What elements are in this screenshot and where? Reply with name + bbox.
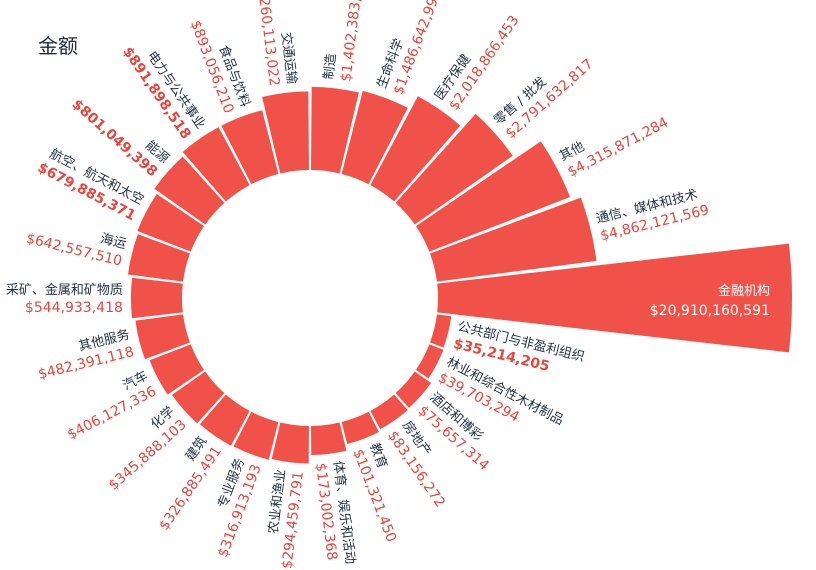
bar-label-name-19: 交通运输 [278,31,300,85]
bar-label-17: 电力与公共事业$891,898,518 [119,44,208,142]
bar-7 [271,422,309,464]
bar-19 [262,91,309,174]
bar-22 [370,96,461,202]
bar-23 [395,113,513,225]
bar-label-13: 采矿、金属和矿物质 $544,933,418 [6,282,123,316]
bar-20 [311,86,359,174]
bar-3 [395,371,432,408]
bar-label-7: 农业和渔业$294,459,791 [266,468,307,569]
bar-label-23: 零售 / 批发$2,791,632,817 [491,56,597,142]
bar-label-18: 食品与饮料$893,056,210 [187,18,254,115]
bar-label-22: 医疗保健$2,018,866,453 [432,13,522,114]
bar-label-name-20: 制造 [322,53,340,81]
bar-label-value-11: $406,127,336 [65,383,159,443]
bar-13 [130,277,183,319]
bar-6 [311,422,347,456]
bar-label-24: 其他$4,315,871,284 [557,115,671,181]
bar-10 [171,371,225,424]
bar-label-21: 生命科学$1,486,642,993 [374,0,445,97]
bar-label-19: 交通运输$1,260,113,022 [253,0,300,87]
bar-label-11: 汽车$406,127,336 [65,368,159,444]
bar-label-value-20: $1,402,383,116 [338,0,367,83]
bar-label-20: 制造$1,402,383,116 [322,0,368,83]
bar-label-14: 海运$642,557,510 [25,231,128,270]
bar-4 [370,394,408,430]
bar-12 [135,314,190,360]
bar-label-value-13: $544,933,418 [25,300,123,316]
chart-title: 金额 [38,34,78,58]
bar-label-25: 通信、媒体和技术$4,862,121,569 [595,187,711,244]
bar-24 [415,141,571,252]
bar-18 [221,110,279,185]
bar-14 [127,234,190,282]
bar-label-value-0: $20,910,160,591 [650,303,770,319]
bar-15 [137,194,205,252]
bar-label-6: 体育、娱乐和活动$173,002,368 [312,460,358,565]
bar-5 [341,411,379,444]
bar-label-value-19: $1,260,113,022 [253,0,282,87]
bar-25 [430,197,597,282]
bar-label-value-10: $345,888,103 [106,417,190,494]
bar-label-name-0: 金融机构 [718,283,770,299]
bar-1 [430,314,452,348]
bar-2 [415,344,444,379]
bar-11 [149,344,205,395]
bar-label-name-14: 海运 [99,231,128,252]
bar-label-name-13: 采矿、金属和矿物质 [6,282,123,298]
bar-8 [233,411,279,460]
bar-17 [182,127,250,202]
bar-21 [341,90,408,185]
bar-9 [199,394,250,446]
bar-0 [437,243,793,353]
bar-label-12: 其他服务$482,391,118 [37,326,136,382]
bar-16 [154,156,225,225]
